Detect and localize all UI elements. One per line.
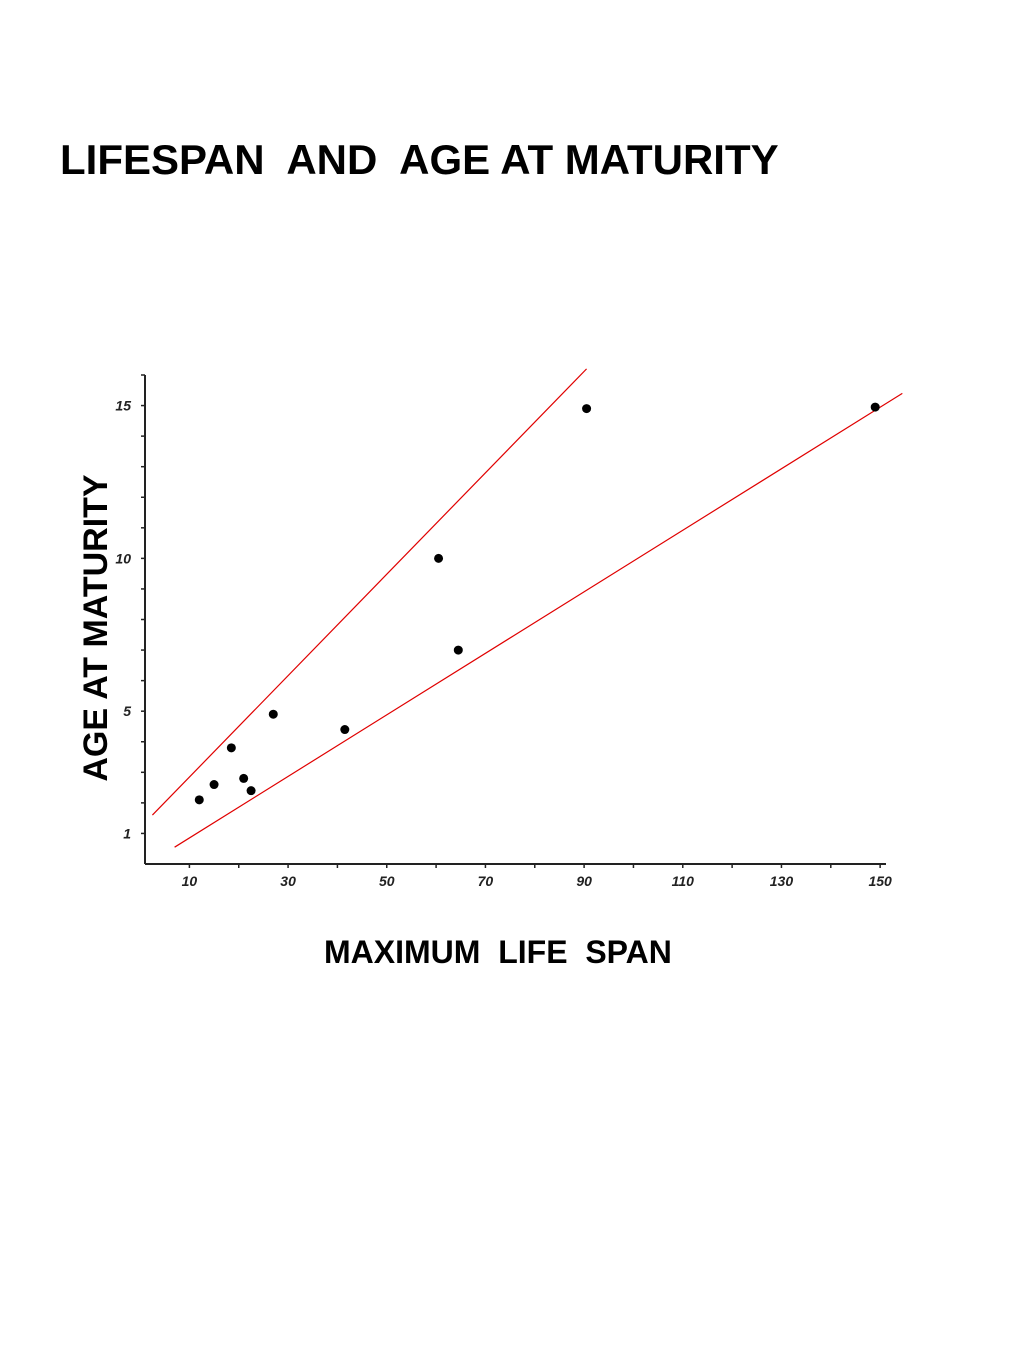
data-point [239, 773, 249, 783]
data-point [870, 402, 880, 412]
data-point [340, 725, 350, 735]
x-tick-label: 150 [868, 873, 892, 889]
lower-bound-line [174, 392, 903, 848]
x-tick-label: 70 [478, 873, 494, 889]
upper-bound-line [151, 368, 588, 816]
x-tick-label: 10 [182, 873, 198, 889]
data-point [268, 709, 278, 719]
data-point [246, 786, 256, 796]
x-tick-label: 110 [672, 873, 695, 889]
bound-lines [151, 368, 903, 848]
data-point [209, 780, 219, 790]
x-axis-label: MAXIMUM LIFE SPAN [324, 934, 672, 970]
y-axis-label: AGE AT MATURITY [77, 474, 115, 782]
data-point [434, 553, 444, 563]
y-tick-label: 5 [123, 703, 131, 719]
data-point [582, 404, 592, 414]
y-tick-label: 10 [115, 550, 131, 566]
y-tick-label: 1 [123, 825, 131, 841]
x-tick-label: 130 [770, 873, 794, 889]
x-tick-label: 50 [379, 873, 395, 889]
x-tick-label: 90 [576, 873, 592, 889]
data-point [453, 645, 463, 655]
data-points [194, 402, 880, 805]
data-point [226, 743, 236, 753]
y-tick-label: 15 [115, 398, 131, 414]
x-tick-label: 30 [280, 873, 296, 889]
data-point [194, 795, 204, 805]
page-title: LIFESPAN AND AGE AT MATURITY [60, 136, 779, 183]
